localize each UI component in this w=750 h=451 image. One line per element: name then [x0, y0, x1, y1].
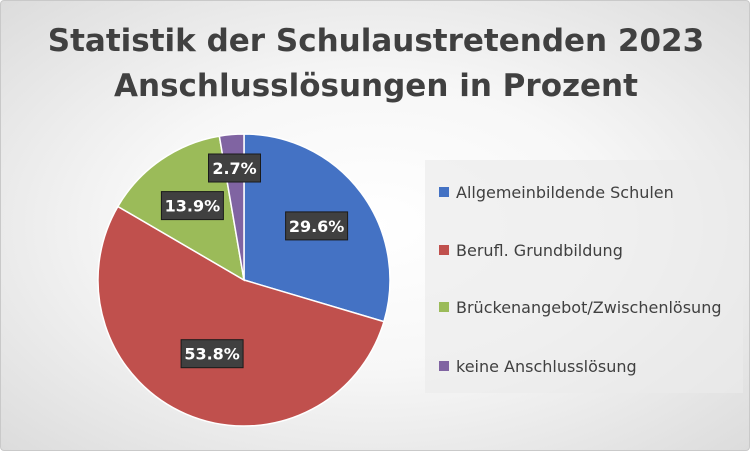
data-label-text: 53.8% [184, 345, 240, 364]
legend-swatch [439, 302, 449, 312]
legend-item-brueckenangebot: Brückenangebot/Zwischenlösung [439, 297, 721, 317]
data-label-text: 2.7% [212, 159, 256, 178]
legend-item-keine-anschlussloesung: keine Anschlusslösung [439, 356, 637, 376]
data-label-box [160, 191, 224, 221]
chart-title-line-2: Anschlusslösungen in Prozent [114, 68, 638, 104]
data-label-bruckenangebot-zwischenlosung: 13.9% [160, 191, 224, 221]
legend-swatch [439, 187, 449, 197]
legend-label: keine Anschlusslösung [456, 356, 637, 376]
legend-item-allgemeinbildende-schulen: Allgemeinbildende Schulen [439, 182, 674, 202]
legend-swatch [439, 245, 449, 255]
legend-label: Berufl. Grundbildung [456, 240, 623, 260]
data-label-text: 29.6% [289, 217, 345, 236]
data-label-berufl-grundbildung: 53.8% [180, 339, 244, 369]
chart-title: Statistik der Schulaustretenden 2023 Ans… [1, 19, 749, 109]
pie-slice-berufl-grundbildung [97, 205, 385, 427]
legend: Allgemeinbildende Schulen Berufl. Grundb… [425, 160, 743, 393]
data-label-text: 13.9% [165, 197, 221, 216]
legend-item-berufl-grundbildung: Berufl. Grundbildung [439, 240, 623, 260]
legend-label: Brückenangebot/Zwischenlösung [456, 297, 722, 317]
data-label-allgemeinbildende-schulen: 29.6% [285, 211, 349, 241]
chart-title-line-1: Statistik der Schulaustretenden 2023 [47, 23, 705, 59]
legend-label: Allgemeinbildende Schulen [456, 182, 674, 202]
legend-swatch [439, 361, 449, 371]
data-label-box [208, 153, 261, 183]
data-label-box [285, 211, 349, 241]
data-label-keine-anschlusslosung: 2.7% [208, 153, 261, 183]
data-label-box [180, 339, 244, 369]
